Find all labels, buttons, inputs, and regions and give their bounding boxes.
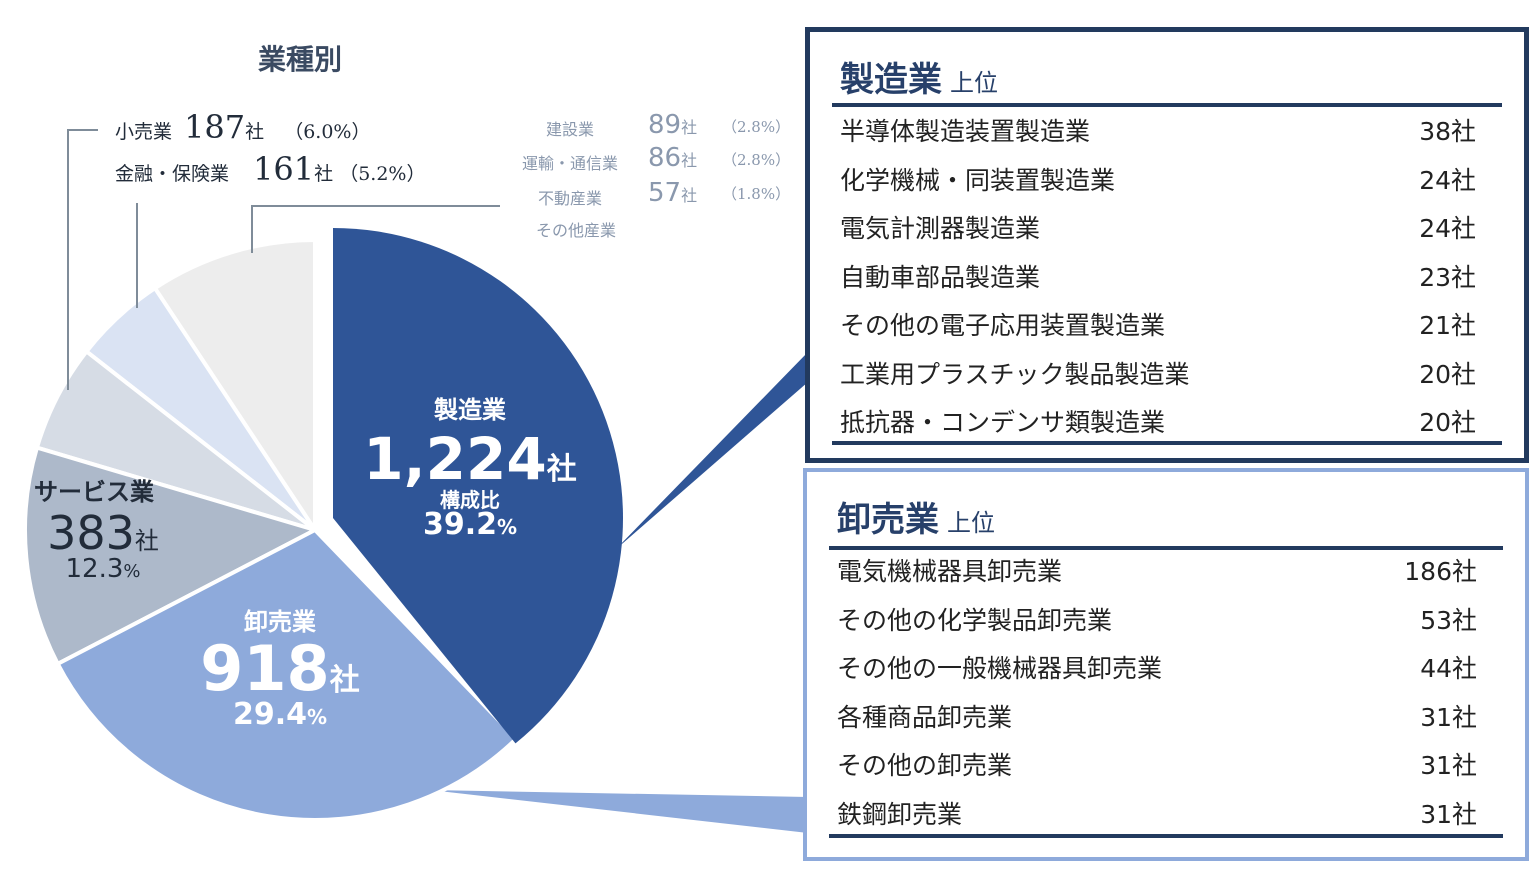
row-count: 24社 (1419, 165, 1476, 195)
table-row: 抵抗器・コンデンサ類製造業 20社 (840, 403, 1476, 439)
retail-pct: （6.0%） (284, 121, 371, 143)
row-name: 半導体製造装置製造業 (840, 117, 1091, 146)
services-slice (23, 445, 321, 667)
panel-divider (832, 103, 1502, 107)
retail-unit: 社 (245, 121, 265, 143)
row-count: 20社 (1419, 408, 1476, 437)
row-count: 21社 (1419, 311, 1476, 340)
other-name: その他産業 (535, 221, 616, 240)
finance-label: 金融・保険業 161社 （5.2%） (115, 150, 425, 188)
manufacturing-pct: 39.2% (422, 507, 518, 542)
retail-count: 187 (184, 108, 246, 146)
finance-count: 161 (253, 150, 315, 188)
construction-name: 建設業 (545, 120, 594, 139)
other-leader-line (251, 205, 500, 253)
table-row: 自動車部品製造業 23社 (840, 258, 1476, 294)
table-row: 各種商品卸売業 31社 (837, 698, 1477, 734)
panel-divider (829, 546, 1503, 550)
wholesale-connector (430, 790, 808, 833)
panel-divider (832, 441, 1502, 445)
row-name: その他の卸売業 (837, 751, 1013, 780)
finance-pct: （5.2%） (339, 163, 426, 185)
table-row: その他の化学製品卸売業 53社 (837, 601, 1477, 637)
retail-name: 小売業 (115, 121, 173, 143)
row-name: 化学機械・同装置製造業 (840, 165, 1116, 195)
row-name: 工業用プラスチック製品製造業 (840, 359, 1190, 389)
realestate-name: 不動産業 (537, 189, 602, 208)
realestate-count: 57社 (648, 178, 698, 208)
row-name: その他の化学製品卸売業 (837, 605, 1113, 635)
row-count: 53社 (1420, 605, 1477, 635)
manufacturing-count: 1,224社 (363, 425, 577, 493)
transport-count: 86社 (648, 143, 698, 173)
finance-name: 金融・保険業 (115, 163, 230, 185)
retail-leader-line (67, 129, 98, 390)
row-name: その他の一般機械器具卸売業 (837, 654, 1163, 683)
transport-name: 運輸・通信業 (521, 154, 618, 173)
table-row: 工業用プラスチック製品製造業 20社 (840, 355, 1476, 391)
wholesale-slice (55, 527, 520, 822)
retail-label: 小売業 187社 （6.0%） (115, 108, 370, 146)
realestate-pct: （1.8%） (722, 185, 791, 203)
wholesale-panel-title: 卸売業 上位 (837, 500, 995, 540)
finance-unit: 社 (314, 163, 334, 185)
services-pct: 12.3% (65, 554, 141, 584)
wholesale-name: 卸売業 (244, 608, 316, 636)
table-row: その他の電子応用装置製造業 21社 (840, 306, 1476, 342)
row-count: 20社 (1419, 359, 1476, 389)
manufacturing-slice (333, 228, 623, 744)
row-name: その他の電子応用装置製造業 (840, 311, 1166, 340)
table-row: 鉄鋼卸売業 31社 (837, 795, 1477, 831)
row-count: 31社 (1420, 702, 1477, 732)
row-name: 抵抗器・コンデンサ類製造業 (840, 408, 1166, 437)
row-count: 31社 (1420, 799, 1477, 829)
row-name: 自動車部品製造業 (840, 262, 1041, 292)
wholesale-top-panel: 卸売業 上位 電気機械器具卸売業 186社その他の化学製品卸売業 53社その他の一般機… (803, 468, 1529, 861)
construction-pct: （2.8%） (722, 118, 791, 136)
table-row: 電気機械器具卸売業 186社 (837, 552, 1477, 588)
manufacturing-name: 製造業 (434, 396, 506, 424)
table-row: 化学機械・同装置製造業 24社 (840, 161, 1476, 197)
services-name: サービス業 (34, 478, 154, 506)
wholesale-pct: 29.4% (232, 697, 328, 732)
row-count: 44社 (1420, 654, 1477, 683)
manufacturing-top-panel: 製造業 上位 半導体製造装置製造業 38社 化学機械・同装置製造業 24社 電気計測器製造… (805, 27, 1529, 463)
transport-pct: （2.8%） (722, 151, 791, 169)
manufacturing-ratio-label: 構成比 (440, 488, 500, 512)
row-count: 38社 (1419, 117, 1476, 146)
row-count: 23社 (1419, 262, 1476, 292)
panel-divider (829, 834, 1503, 838)
row-name: 各種商品卸売業 (837, 702, 1013, 732)
manufacturing-connector (615, 352, 808, 550)
row-name: 鉄鋼卸売業 (837, 799, 963, 829)
row-count: 24社 (1419, 214, 1476, 243)
row-count: 186社 (1404, 557, 1477, 586)
table-row: その他の一般機械器具卸売業 44社 (837, 649, 1477, 685)
manufacturing-panel-title: 製造業 上位 (840, 60, 998, 100)
table-row: 電気計測器製造業 24社 (840, 209, 1476, 245)
row-name: 電気計測器製造業 (840, 214, 1041, 243)
services-count: 383社 (47, 506, 159, 560)
other-slice (152, 237, 317, 537)
services-slice-label: サービス業 383社 12.3% (28, 480, 178, 582)
chart-title: 業種別 (258, 43, 343, 76)
row-count: 31社 (1420, 751, 1477, 780)
construction-count: 89社 (648, 110, 698, 140)
manufacturing-slice-label: 製造業 1,224社 構成比 39.2% (360, 398, 580, 540)
wholesale-count: 918社 (200, 632, 360, 705)
wholesale-slice-label: 卸売業 918社 29.4% (180, 610, 380, 730)
row-name: 電気機械器具卸売業 (837, 557, 1063, 586)
table-row: 半導体製造装置製造業 38社 (840, 112, 1476, 148)
table-row: その他の卸売業 31社 (837, 746, 1477, 782)
